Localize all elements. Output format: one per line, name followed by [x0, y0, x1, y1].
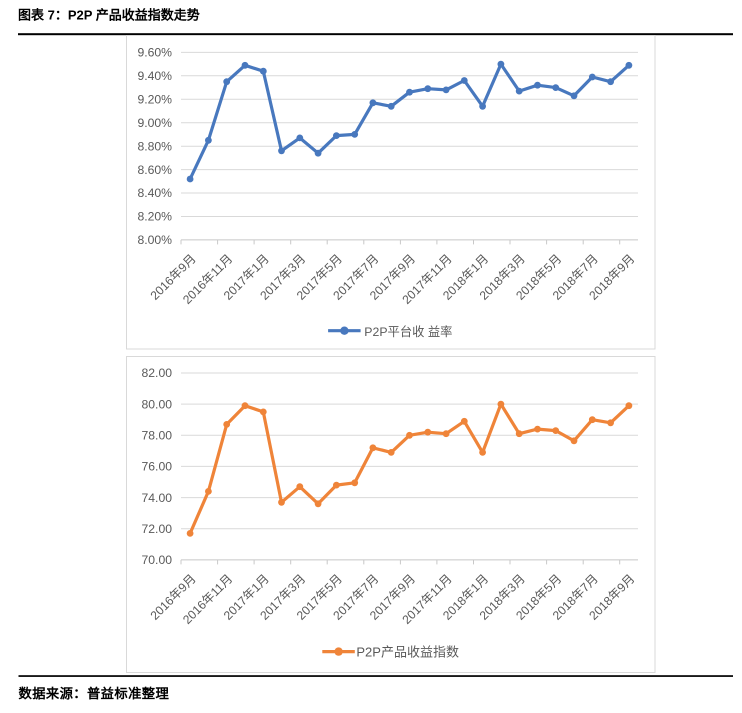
- svg-text:76.00: 76.00: [142, 460, 173, 474]
- svg-text:8.80%: 8.80%: [137, 139, 172, 153]
- svg-text:图表 7：P2P 产品收益指数走势: 图表 7：P2P 产品收益指数走势: [18, 8, 200, 23]
- svg-text:72.00: 72.00: [142, 522, 173, 536]
- svg-text:8.40%: 8.40%: [137, 186, 172, 200]
- svg-text:8.60%: 8.60%: [137, 163, 172, 177]
- svg-text:82.00: 82.00: [142, 366, 173, 380]
- svg-text:74.00: 74.00: [142, 491, 173, 505]
- svg-text:80.00: 80.00: [142, 397, 173, 411]
- svg-text:9.00%: 9.00%: [137, 116, 172, 130]
- svg-text:9.40%: 9.40%: [137, 69, 172, 83]
- svg-text:8.20%: 8.20%: [137, 210, 172, 224]
- svg-text:9.20%: 9.20%: [137, 93, 172, 107]
- svg-text:P2P产品收益指数: P2P产品收益指数: [356, 645, 459, 660]
- svg-text:9.60%: 9.60%: [137, 46, 172, 60]
- svg-text:70.00: 70.00: [142, 553, 173, 567]
- svg-text:8.00%: 8.00%: [137, 233, 172, 247]
- svg-text:78.00: 78.00: [142, 429, 173, 443]
- svg-text:P2P平台收 益率: P2P平台收 益率: [364, 324, 452, 339]
- svg-text:数据来源：普益标准整理: 数据来源：普益标准整理: [19, 685, 170, 701]
